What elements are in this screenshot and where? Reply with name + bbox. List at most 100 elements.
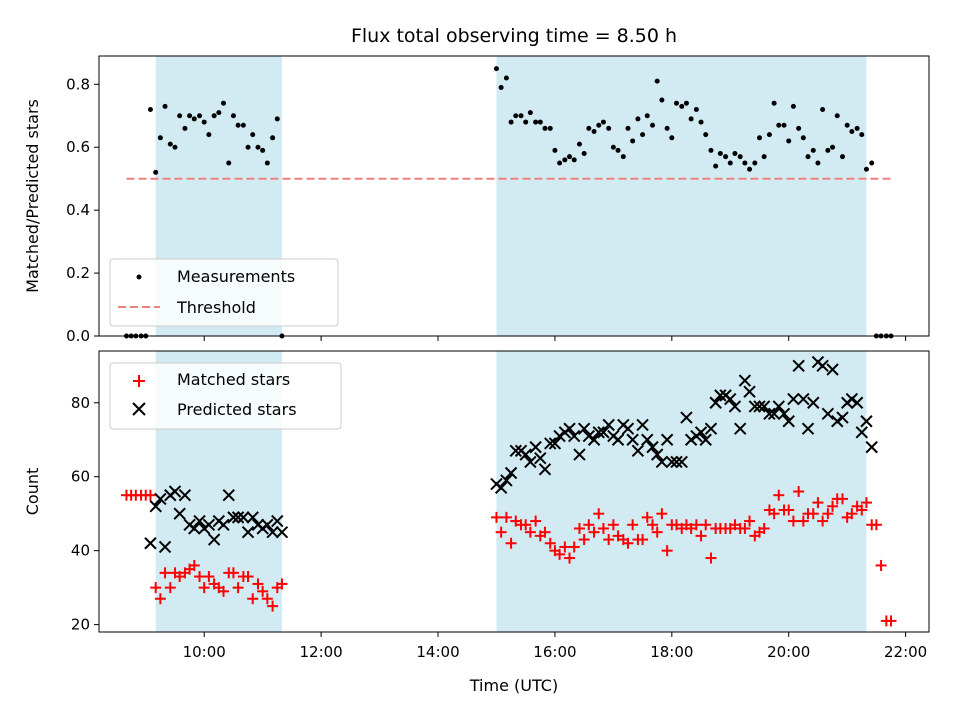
shaded-interval-1 <box>496 351 867 632</box>
predicted-star-point <box>261 518 274 531</box>
matched-star-point <box>827 500 839 512</box>
top-legend-box <box>109 258 339 327</box>
predicted-star-point <box>271 514 284 528</box>
matched-star-point <box>568 541 580 553</box>
predicted-star-point <box>597 426 610 439</box>
measurement-point <box>260 147 266 153</box>
measurement-point <box>693 106 699 112</box>
top-y-ticks: 0.0 0.2 0.4 0.6 0.8 <box>66 75 99 345</box>
measurement-point <box>737 154 743 160</box>
measurement-point <box>600 119 606 125</box>
predicted-star-point <box>587 433 601 446</box>
matched-star-point <box>822 508 834 520</box>
matched-star-point <box>261 593 273 605</box>
measurement-point <box>796 125 802 131</box>
predicted-star-point <box>753 400 766 413</box>
measurement-point <box>703 132 709 138</box>
predicted-star-point <box>149 500 162 513</box>
predicted-star-point <box>728 400 742 413</box>
matched-star-point <box>578 534 590 546</box>
measurement-point <box>615 147 621 153</box>
measurement-point <box>493 66 499 72</box>
predicted-star-point <box>611 433 625 446</box>
matched-star-point <box>530 515 542 527</box>
legend-label-threshold: Threshold <box>176 298 256 317</box>
matched-star-point <box>641 511 653 523</box>
matched-star-point <box>690 519 702 531</box>
matched-star-point <box>793 486 805 497</box>
top-legend: Measurements Threshold <box>109 258 339 327</box>
matched-star-point <box>505 537 517 549</box>
matched-star-point <box>573 522 585 534</box>
predicted-star-point <box>144 537 157 550</box>
matched-star-point <box>247 593 259 605</box>
y-tick-label: 80 <box>71 394 90 412</box>
y-tick-label: 60 <box>71 468 90 486</box>
predicted-star-point <box>748 400 762 413</box>
matched-star-point <box>647 519 659 531</box>
measurement-point <box>717 151 723 157</box>
predicted-star-point <box>519 448 532 461</box>
predicted-star-point <box>573 448 586 461</box>
predicted-star-point <box>524 455 537 469</box>
measurement-point <box>713 163 719 169</box>
measurement-point <box>596 122 602 128</box>
predicted-star-point <box>836 411 849 424</box>
measurement-point <box>240 122 246 128</box>
measurement-point <box>849 129 855 135</box>
predicted-star-point <box>670 455 683 469</box>
measurement-point <box>776 122 782 128</box>
matched-star-point <box>203 571 215 583</box>
predicted-star-point <box>665 455 679 469</box>
measurement-point <box>567 154 573 160</box>
measurement-point <box>523 119 529 125</box>
x-tick-label: 22:00 <box>884 643 927 661</box>
matched-star-point <box>661 545 673 557</box>
predicted-star-point <box>855 426 868 439</box>
x-tick-label: 14:00 <box>416 643 459 661</box>
predicted-star-point <box>694 426 708 439</box>
matched-star-point <box>544 537 556 549</box>
matched-star-point <box>656 508 668 520</box>
matched-star-point <box>267 600 279 612</box>
predicted-star-point <box>733 422 747 435</box>
measurement-point <box>800 135 806 141</box>
matched-star-point <box>495 526 507 538</box>
measurement-point <box>216 110 222 116</box>
measurement-point <box>688 116 694 122</box>
measurement-point <box>859 132 865 138</box>
matched-star-point <box>500 511 512 523</box>
predicted-star-point <box>860 415 873 428</box>
measurement-point <box>518 113 524 119</box>
predicted-star-point <box>626 433 639 446</box>
matched-star-point <box>583 519 595 531</box>
predicted-star-point <box>801 422 815 435</box>
measurement-point <box>547 125 553 131</box>
predicted-star-point <box>538 463 552 476</box>
measurement-point <box>723 154 729 160</box>
measurement-point <box>863 166 869 172</box>
predicted-star-point <box>231 511 245 524</box>
legend-marker-predicted <box>132 402 146 416</box>
predicted-star-point <box>655 455 669 469</box>
measurement-point <box>274 116 280 122</box>
predicted-star-point <box>845 392 859 406</box>
y-tick-label: 0.2 <box>66 264 90 282</box>
predicted-star-point <box>831 415 844 428</box>
legend-marker-matched <box>133 375 145 387</box>
shaded-interval-1 <box>496 56 867 336</box>
measurement-point <box>625 125 631 131</box>
predicted-star-point <box>529 440 542 454</box>
matched-star-point <box>807 508 819 520</box>
predicted-star-point <box>548 437 562 450</box>
measurement-point <box>537 119 543 125</box>
legend-marker-measurements <box>136 274 142 280</box>
matched-star-point <box>622 537 634 549</box>
measurement-point <box>756 135 762 141</box>
top-x-ticks <box>203 336 907 341</box>
matched-star-point <box>700 519 712 531</box>
bottom-points <box>120 355 897 627</box>
measurements-points <box>123 66 894 339</box>
measurement-point <box>206 132 212 138</box>
predicted-star-point <box>684 433 698 446</box>
